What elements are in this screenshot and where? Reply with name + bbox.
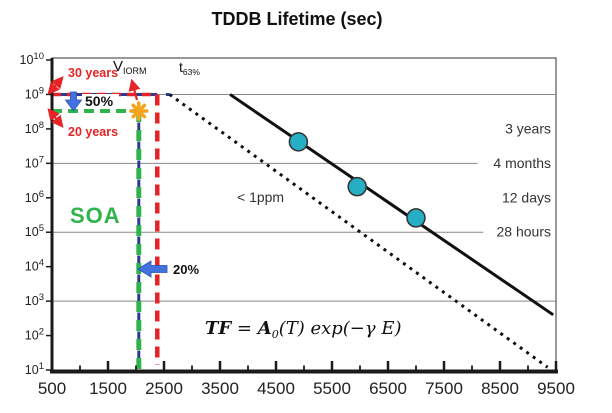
x-tick-label: 2500 — [145, 379, 183, 398]
y-tick-label: 104 — [25, 258, 44, 274]
soa-label: SOA — [70, 203, 121, 228]
fifty-percent-down-arrow-icon — [64, 91, 83, 112]
tddb-fit-line — [229, 93, 555, 317]
t63-label: t63% — [179, 59, 200, 77]
y-tick-label: 108 — [25, 120, 44, 136]
one-ppm-label: < 1ppm — [237, 189, 284, 205]
time-equivalent-labels-group: 3 years 4 months 12 days 28 hours — [493, 120, 551, 239]
x-tick-label: 1500 — [89, 379, 127, 398]
formula-sub: 0 — [272, 328, 279, 341]
viorm-operating-point — [134, 106, 144, 116]
x-tick-label: 8500 — [481, 379, 519, 398]
y-tick-label: 101 — [25, 361, 44, 377]
thirty-years-label: 30 years — [68, 66, 118, 80]
chart-title: TDDB Lifetime (sec) — [211, 9, 382, 29]
t63-label-main: t — [179, 59, 183, 75]
formula-eq: = — [231, 318, 258, 339]
x-tick-label: 5500 — [313, 379, 351, 398]
viorm-label-main: V — [113, 58, 123, 75]
fifty-percent-label: 50% — [85, 93, 114, 109]
time-equivalent-label: 3 years — [505, 120, 551, 136]
twenty-years-label: 20 years — [68, 125, 118, 139]
y-tick-label: 105 — [25, 223, 44, 239]
axis-ticks-labels-group: 500 1500 2500 3500 4500 5500 6500 7500 8500 9500 1… — [20, 51, 575, 398]
extrapolated-dotted-line — [168, 93, 549, 369]
data-points-group — [129, 101, 426, 228]
x-tick-label: 6500 — [369, 379, 407, 398]
y-tick-label: 1010 — [20, 51, 44, 67]
formula-a: A — [256, 318, 272, 339]
twenty-years-arrow-icon — [47, 108, 64, 128]
data-point — [288, 132, 309, 152]
y-tick-label: 103 — [25, 292, 44, 308]
twenty-percent-label: 20% — [173, 262, 199, 277]
t63-label-sub: 63% — [183, 67, 200, 77]
x-tick-label: 7500 — [425, 379, 463, 398]
viorm-label-sub: IORM — [123, 66, 147, 76]
time-equivalent-label: 28 hours — [497, 224, 551, 240]
fifty-percent-label-bg — [82, 94, 119, 108]
y-tick-label: 106 — [25, 189, 44, 205]
data-point — [406, 208, 426, 228]
time-equivalent-label: 12 days — [502, 189, 551, 205]
formula-rest: (T) exp(−γ E) — [279, 318, 402, 339]
gridlines-group — [52, 93, 556, 302]
y-tick-label: 107 — [25, 154, 44, 170]
series-group — [168, 93, 555, 369]
x-tick-label: 4500 — [257, 379, 295, 398]
viorm-pointer-arrow-icon — [128, 78, 141, 101]
time-equivalent-label: 4 months — [493, 155, 551, 171]
x-tick-label: 9500 — [537, 379, 575, 398]
data-point — [347, 176, 367, 197]
y-tick-label: 109 — [25, 85, 44, 101]
viorm-label: VIORM — [113, 58, 147, 76]
y-tick-label: 102 — [25, 327, 44, 343]
thirty-years-arrow-icon — [47, 76, 64, 95]
x-tick-label: 3500 — [201, 379, 239, 398]
tf-formula: TF = A0(T) exp(−γ E) — [205, 318, 402, 341]
formula-tf: TF — [205, 318, 232, 339]
twenty-percent-left-arrow-icon — [137, 260, 168, 278]
x-tick-label: 500 — [38, 379, 66, 398]
